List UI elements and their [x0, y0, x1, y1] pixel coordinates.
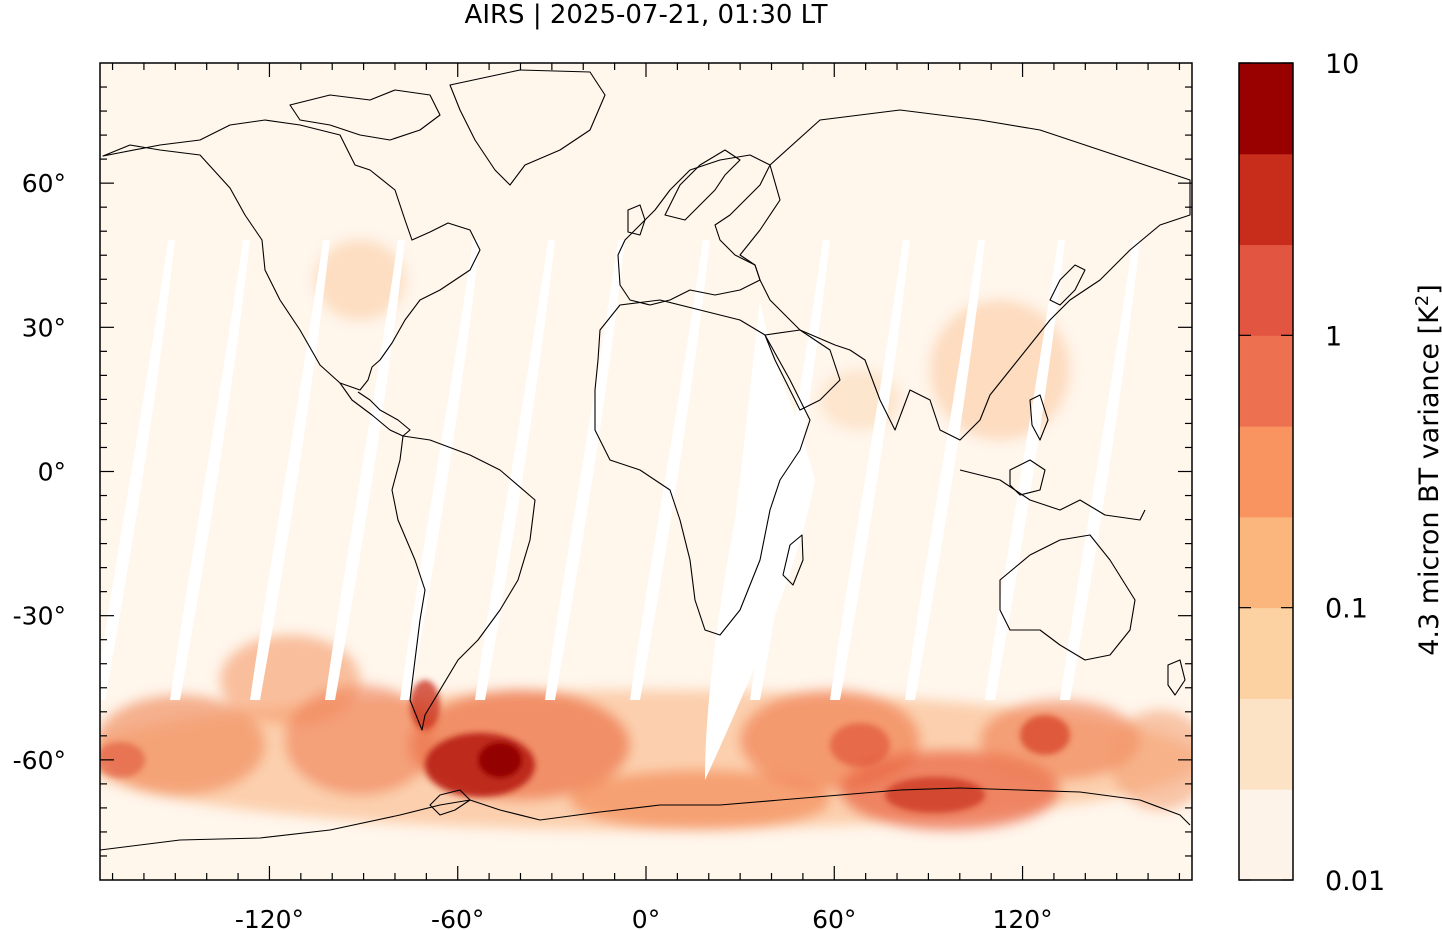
coastline-new-zealand	[1167, 659, 1186, 696]
coastlines	[100, 69, 1191, 851]
lat-tick-label: 0°	[38, 458, 66, 487]
lon-tick-label: 120°	[992, 905, 1052, 930]
variance-patch	[100, 695, 265, 795]
variance-core	[100, 742, 145, 778]
coastline-north-america	[102, 119, 481, 391]
swath-gap	[630, 240, 710, 700]
coastline-australia	[999, 534, 1136, 661]
colorbar-frame	[1238, 62, 1294, 881]
map-ticks	[100, 63, 1192, 880]
colorbar-segment	[1239, 426, 1293, 518]
lon-tick-label: -120°	[235, 905, 304, 930]
coastline-asia	[739, 109, 1191, 441]
coastline-europe	[617, 154, 771, 306]
orbit-gaps	[100, 240, 1140, 780]
swath-gap	[1060, 240, 1140, 700]
colorbar-segment	[1239, 516, 1293, 609]
variance-core	[410, 680, 440, 730]
colorbar-tick-label: 10	[1325, 49, 1359, 80]
swath-gap	[250, 240, 330, 700]
swath-gap	[905, 240, 985, 700]
swath-gap	[400, 240, 480, 700]
coastline-south-america	[391, 435, 536, 731]
lon-tick-label: 60°	[812, 905, 856, 930]
variance-patch	[315, 240, 405, 320]
coastline-central-america	[339, 382, 411, 437]
colorbar-segment	[1239, 335, 1293, 427]
coastline-africa	[594, 299, 811, 636]
colorbar-tick-label: 1	[1325, 321, 1342, 352]
colorbar-segment	[1239, 63, 1293, 155]
swath-gap	[325, 240, 405, 700]
colorbar-segment	[1239, 244, 1293, 336]
colorbar-tick-label: 0.1	[1325, 594, 1368, 625]
swath-gap	[545, 240, 625, 700]
swath-gap	[170, 240, 250, 700]
colorbar-segment	[1239, 789, 1293, 881]
lat-tick-label: 30°	[22, 313, 66, 342]
swath-gap	[985, 240, 1065, 700]
lon-tick-label: 0°	[632, 905, 660, 930]
coastline-greenland	[449, 69, 606, 186]
coastline-indonesia	[959, 469, 1146, 521]
swath-gap	[475, 240, 555, 700]
variance-core	[885, 777, 985, 813]
coastline-scandinavia	[664, 149, 741, 221]
coastline-british-isles	[627, 204, 646, 236]
coastline-antarctica	[100, 787, 1191, 851]
coastline-japan	[1049, 264, 1086, 306]
swath-gap	[705, 300, 815, 780]
coastline-philippines	[1029, 394, 1049, 441]
variance-patch	[1110, 710, 1192, 810]
coastline-borneo	[1009, 459, 1046, 496]
lat-tick-label: 60°	[22, 169, 66, 198]
coastline-arabia	[764, 329, 841, 411]
variance-core	[1020, 715, 1070, 755]
variance-field	[100, 240, 1192, 830]
lat-tick-label: -30°	[13, 602, 66, 631]
colorbar-segment	[1239, 607, 1293, 699]
map-tick-labels: -120° -60° 0° 60° 120° 60° 30° 0° -30° -60°	[13, 169, 1053, 930]
colorbar-label: 4.3 micron BT variance [K2]	[1412, 284, 1442, 656]
variance-core	[478, 742, 522, 778]
coastline-canadian-archipelago	[289, 89, 441, 141]
lon-tick-label: -60°	[431, 905, 484, 930]
variance-core	[830, 723, 890, 767]
colorbar: 10 1 0.1 0.01 4.3 micron BT variance [K2]	[1238, 49, 1442, 897]
coastline-madagascar	[782, 534, 804, 586]
coastline-antarctic-peninsula	[429, 789, 471, 816]
variance-patch	[570, 770, 830, 830]
colorbar-segment	[1239, 698, 1293, 790]
colorbar-tick-label: 0.01	[1325, 866, 1385, 897]
lat-tick-label: -60°	[13, 746, 66, 775]
swath-gap	[100, 240, 175, 700]
swath-gap	[830, 240, 910, 700]
page-title: AIRS | 2025-07-21, 01:30 LT	[464, 0, 828, 30]
variance-patch	[285, 685, 435, 795]
colorbar-segment	[1239, 153, 1293, 246]
